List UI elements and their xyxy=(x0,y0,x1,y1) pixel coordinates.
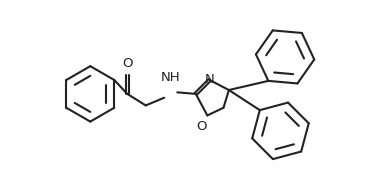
Text: N: N xyxy=(205,73,215,86)
Text: O: O xyxy=(122,57,132,70)
Text: NH: NH xyxy=(161,71,180,84)
Text: O: O xyxy=(196,120,206,133)
